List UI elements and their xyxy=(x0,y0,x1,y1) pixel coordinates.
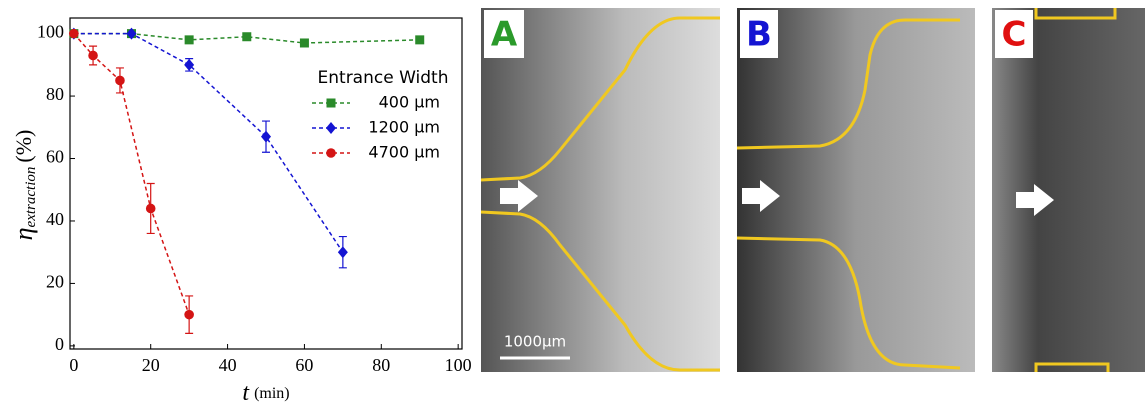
marker xyxy=(242,32,252,42)
legend-marker xyxy=(326,148,336,158)
marker xyxy=(88,50,98,61)
y-axis-label: ηextraction (%) xyxy=(9,130,39,241)
x-tick-label: 100 xyxy=(445,355,472,375)
y-tick-label: 20 xyxy=(46,272,64,292)
legend-label: 400 µm xyxy=(379,93,440,112)
y-tick-label: 100 xyxy=(37,22,64,42)
series-line xyxy=(73,33,190,315)
panel-label: A xyxy=(491,15,518,55)
marker xyxy=(261,130,271,143)
panel-label: C xyxy=(1002,15,1027,55)
marker xyxy=(115,75,125,86)
marker xyxy=(337,246,348,259)
marker xyxy=(145,203,156,214)
y-tick-label: 80 xyxy=(46,84,64,104)
y-unit: (%) xyxy=(11,130,36,163)
micrograph-c: C xyxy=(992,8,1145,372)
y-tick-label: 0 xyxy=(55,334,64,354)
plot-frame xyxy=(69,17,463,350)
panel-label: B xyxy=(746,15,772,55)
x-axis-label: t (min) xyxy=(242,380,289,405)
y-tick-label: 60 xyxy=(46,147,64,167)
x-tick-label: 40 xyxy=(219,355,237,375)
y-symbol: η xyxy=(9,227,38,240)
marker xyxy=(184,35,194,45)
y-subscript: extraction xyxy=(23,167,39,228)
legend-marker xyxy=(326,98,336,108)
legend-title: Entrance Width xyxy=(318,68,449,88)
marker xyxy=(126,27,137,40)
micrograph-a: 1000µm A xyxy=(480,8,720,372)
legend-marker xyxy=(326,122,336,134)
legend-label: 4700 µm xyxy=(368,143,440,162)
micrograph-b: B xyxy=(736,8,975,372)
y-tick-label: 40 xyxy=(46,209,64,229)
x-unit: (min) xyxy=(254,385,290,402)
x-tick-label: 20 xyxy=(142,355,160,375)
x-symbol: t xyxy=(242,380,250,405)
x-tick-label: 80 xyxy=(372,355,390,375)
scale-bar-label: 1000µm xyxy=(504,333,566,351)
marker xyxy=(184,58,195,71)
marker xyxy=(69,28,79,39)
marker xyxy=(184,309,194,320)
legend-label: 1200 µm xyxy=(368,118,440,137)
x-tick-label: 60 xyxy=(295,355,313,375)
marker xyxy=(415,35,425,45)
marker xyxy=(299,38,309,48)
series-line xyxy=(73,32,344,253)
x-tick-label: 0 xyxy=(69,355,78,375)
